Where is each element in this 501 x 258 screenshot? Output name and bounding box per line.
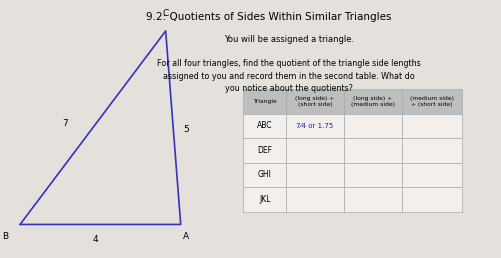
- Text: A: A: [182, 232, 188, 241]
- Text: ABC: ABC: [257, 121, 272, 130]
- Bar: [343, 163, 401, 187]
- Text: Triangle: Triangle: [253, 99, 276, 104]
- Bar: [343, 114, 401, 138]
- Text: DEF: DEF: [257, 146, 272, 155]
- Bar: [286, 187, 343, 212]
- Bar: [243, 89, 286, 114]
- Text: 7⁄4 or 1.75: 7⁄4 or 1.75: [296, 123, 333, 129]
- Text: JKL: JKL: [259, 195, 270, 204]
- Bar: [401, 138, 461, 163]
- Text: (long side) ÷
(medium side): (long side) ÷ (medium side): [350, 96, 394, 107]
- Text: C: C: [162, 9, 168, 18]
- Text: For all four triangles, find the quotient of the triangle side lengths
assigned : For all four triangles, find the quotien…: [156, 59, 420, 93]
- Text: 5: 5: [182, 125, 188, 133]
- Bar: [343, 187, 401, 212]
- Text: (long side) ÷
(short side): (long side) ÷ (short side): [295, 96, 334, 107]
- Text: 9.2: Quotients of Sides Within Similar Triangles: 9.2: Quotients of Sides Within Similar T…: [145, 12, 391, 22]
- Text: B: B: [2, 232, 8, 241]
- Text: (medium side)
÷ (short side): (medium side) ÷ (short side): [409, 96, 453, 107]
- Bar: [401, 163, 461, 187]
- Bar: [343, 138, 401, 163]
- Text: You will be assigned a triangle.: You will be assigned a triangle.: [223, 35, 353, 44]
- Bar: [243, 114, 286, 138]
- Bar: [243, 138, 286, 163]
- Bar: [286, 89, 343, 114]
- Bar: [401, 114, 461, 138]
- Text: 7: 7: [62, 119, 68, 128]
- Bar: [401, 89, 461, 114]
- Bar: [286, 114, 343, 138]
- Bar: [401, 187, 461, 212]
- Bar: [243, 163, 286, 187]
- Bar: [243, 187, 286, 212]
- Bar: [286, 138, 343, 163]
- Bar: [286, 163, 343, 187]
- Text: 4: 4: [92, 236, 98, 244]
- Bar: [343, 89, 401, 114]
- Text: GHI: GHI: [258, 170, 271, 179]
